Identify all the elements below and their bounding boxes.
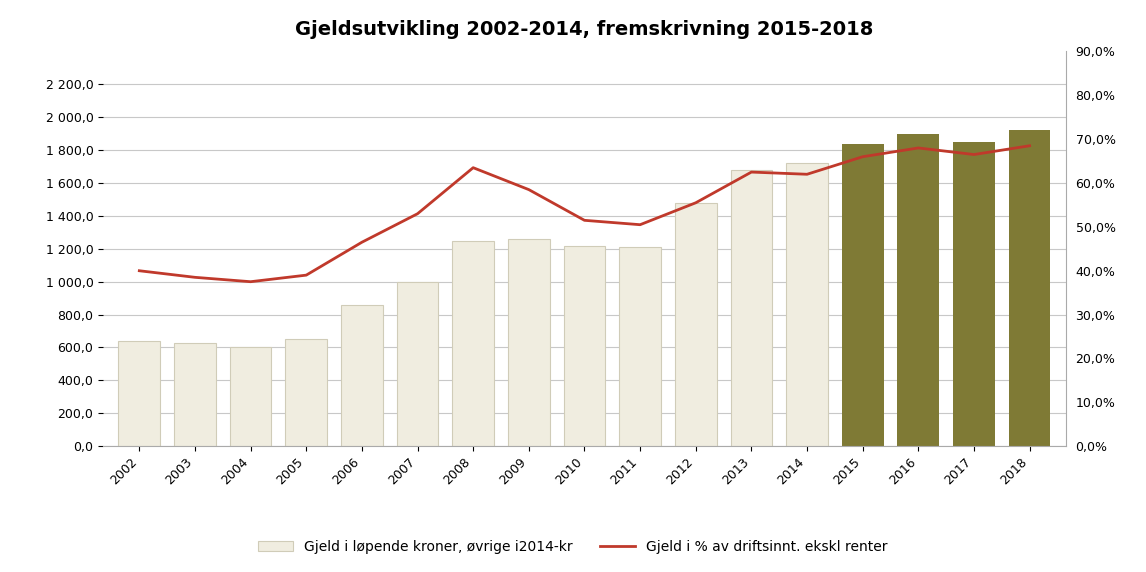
Title: Gjeldsutvikling 2002-2014, fremskrivning 2015-2018: Gjeldsutvikling 2002-2014, fremskrivning… <box>296 20 873 39</box>
Bar <box>786 164 827 446</box>
Bar <box>229 348 272 446</box>
Bar <box>897 134 940 446</box>
Bar <box>285 339 327 446</box>
Bar <box>953 142 995 446</box>
Legend: Gjeld i løpende kroner, øvrige i2014-kr, Gjeld i % av driftsinnt. ekskl renter: Gjeld i løpende kroner, øvrige i2014-kr,… <box>252 534 894 559</box>
Bar <box>619 247 661 446</box>
Bar <box>342 305 383 446</box>
Bar <box>730 170 772 446</box>
Bar <box>675 203 716 446</box>
Bar <box>174 343 215 446</box>
Bar <box>564 245 605 446</box>
Bar <box>397 281 439 446</box>
Bar <box>842 144 884 446</box>
Bar <box>453 241 494 446</box>
Bar <box>118 341 160 446</box>
Bar <box>1008 130 1051 446</box>
Bar <box>508 239 550 446</box>
